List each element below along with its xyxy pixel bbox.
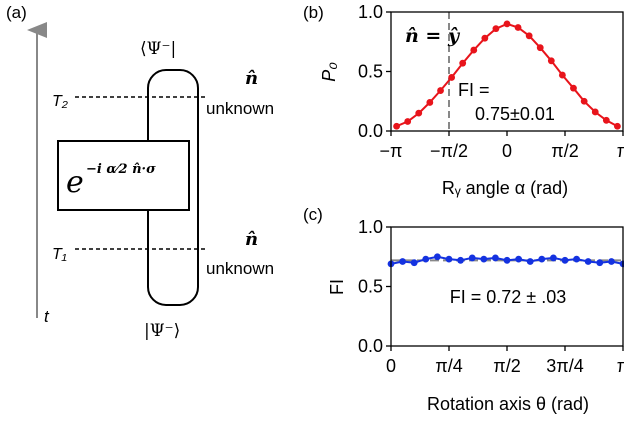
y-axis-label-c: FI xyxy=(327,279,347,295)
x-tick-label: 0 xyxy=(386,356,396,376)
n-equals-y-label: n̂ = ŷ xyxy=(405,25,461,47)
n-hat-bottom: n̂ xyxy=(245,229,258,250)
data-point xyxy=(525,32,533,40)
data-point xyxy=(549,254,557,262)
data-point xyxy=(445,255,453,263)
data-point xyxy=(422,255,430,263)
t1-label: T₁ xyxy=(52,246,67,263)
data-point xyxy=(538,255,546,263)
x-tick-label: π xyxy=(617,141,624,161)
data-point xyxy=(602,116,610,124)
unknown-top-label: unknown xyxy=(206,99,274,118)
fi-label-b: FI = xyxy=(458,80,490,100)
x-axis-label-b: Rᵧ angle α (rad) xyxy=(442,178,568,198)
gate-exponent: −i α⁄2 n̂·σ xyxy=(86,162,156,177)
x-tick-label: −π xyxy=(380,141,403,161)
x-tick-label: π/2 xyxy=(493,356,520,376)
time-axis-label: t xyxy=(44,307,50,326)
panel-b: (b) −π −π/2 0 π/2 π 0.0 0.5 1.0 n̂ = ŷ FI = 0.… xyxy=(303,2,624,198)
data-point xyxy=(584,258,592,265)
y-axis-label-b: P₀ xyxy=(319,62,339,82)
data-point xyxy=(526,258,534,265)
data-point xyxy=(433,253,441,261)
data-point xyxy=(415,109,423,117)
x-tick-label: 0 xyxy=(502,141,512,161)
data-point xyxy=(596,259,604,267)
top-state-label: ⟨Ψ⁻| xyxy=(140,39,176,59)
t2-label: T₂ xyxy=(52,93,68,110)
data-point xyxy=(561,256,569,264)
unknown-bottom-label: unknown xyxy=(206,259,274,278)
data-point xyxy=(573,255,580,263)
data-point xyxy=(608,258,615,265)
x-tick-label: −π/2 xyxy=(430,141,468,161)
fi-text-c: FI = 0.72 ± .03 xyxy=(450,287,566,307)
data-point xyxy=(591,108,599,116)
data-point xyxy=(480,255,488,263)
fi-value-b: 0.75±0.01 xyxy=(475,104,555,124)
data-point xyxy=(468,254,476,262)
x-tick-label: π xyxy=(617,356,624,376)
data-point xyxy=(448,74,456,81)
y-tick-label: 0.5 xyxy=(358,62,383,82)
x-tick-label: 3π/4 xyxy=(546,356,583,376)
panel-b-label: (b) xyxy=(303,3,324,22)
data-point xyxy=(393,122,400,130)
data-point xyxy=(437,87,444,94)
data-point xyxy=(399,258,406,265)
data-point xyxy=(404,118,412,125)
y-tick-label: 1.0 xyxy=(358,217,383,237)
y-tick-label: 0.0 xyxy=(358,336,383,356)
data-point xyxy=(470,46,478,54)
rotation-gate-box xyxy=(57,140,190,211)
bottom-state-label: |Ψ⁻⟩ xyxy=(144,321,180,341)
data-point xyxy=(503,20,511,28)
data-point xyxy=(503,256,511,264)
data-point xyxy=(570,84,577,92)
data-point xyxy=(492,25,500,33)
data-point xyxy=(492,254,499,262)
x-tick-label: π/4 xyxy=(435,356,462,376)
data-point xyxy=(426,99,434,106)
data-point xyxy=(536,44,544,52)
data-point xyxy=(547,57,555,65)
x-axis-label-c: Rotation axis θ (rad) xyxy=(427,394,589,414)
gate-base: e xyxy=(66,165,84,200)
x-tick-label: π/2 xyxy=(551,141,578,161)
y-tick-label: 1.0 xyxy=(358,2,383,22)
y-tick-label: 0.0 xyxy=(358,121,383,141)
panel-c-label: (c) xyxy=(303,205,323,224)
data-point xyxy=(515,255,523,263)
data-point xyxy=(514,24,522,31)
y-tick-label: 0.5 xyxy=(358,277,383,297)
data-point xyxy=(580,97,588,105)
n-hat-top: n̂ xyxy=(245,68,258,89)
data-point xyxy=(410,259,418,267)
panel-a-label: (a) xyxy=(6,3,27,22)
data-point xyxy=(481,34,489,42)
data-point xyxy=(459,59,467,67)
data-point xyxy=(614,122,621,130)
data-point xyxy=(558,71,566,79)
panel-c: (c) 0 π/4 π/2 3π/4 π 0.0 0.5 1.0 FI = 0.72 ± .… xyxy=(303,205,624,414)
panel-a: (a) t ⟨Ψ⁻| |Ψ⁻⟩ T₂ n̂ unknown T₁ n̂ unkn… xyxy=(6,3,274,341)
data-point xyxy=(457,256,464,264)
